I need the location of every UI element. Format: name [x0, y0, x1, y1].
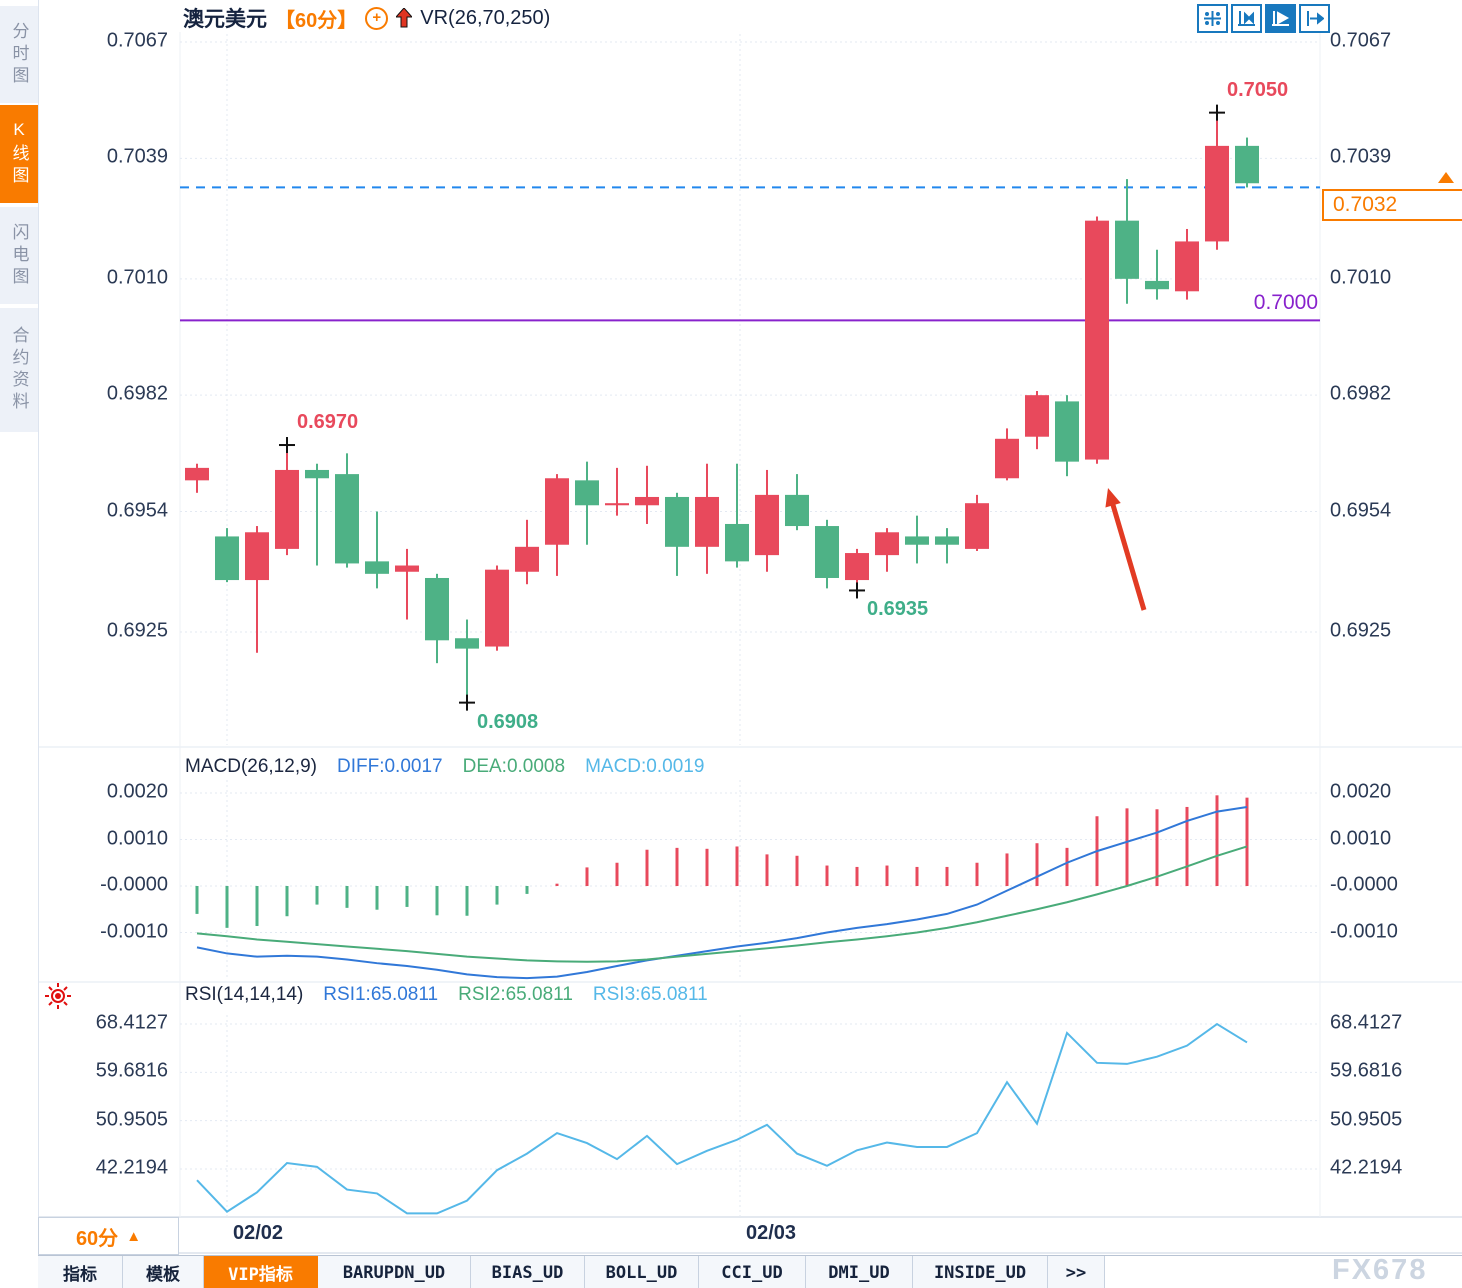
symbol-name: 澳元美元: [183, 8, 267, 31]
timeframe-selector[interactable]: 60分 ▲: [38, 1217, 179, 1255]
axis-tick-label: -0.0010: [1330, 919, 1398, 942]
axis-tick-label: 59.6816: [1330, 1059, 1403, 1082]
tab-bias-ud[interactable]: BIAS_UD: [471, 1256, 585, 1288]
chart-header: 澳元美元 【60分】 + VR(26,70,250): [183, 4, 550, 32]
sidebar-item-contract-info[interactable]: 合约资料: [0, 308, 38, 432]
caret-up-icon: ▲: [126, 1227, 142, 1245]
tab-inside-ud[interactable]: INSIDE_UD: [913, 1256, 1048, 1288]
price-annotation: 0.6935: [867, 598, 929, 621]
axis-tick-label: 0.7039: [1330, 145, 1392, 168]
tab-vip-indicators[interactable]: VIP指标: [204, 1256, 318, 1288]
pan-icon[interactable]: [1197, 4, 1228, 33]
axis-tick-label: 68.4127: [95, 1011, 168, 1034]
axis-tick-label: -0.0000: [1330, 873, 1398, 896]
axis-tick-label: 0.7010: [1330, 266, 1392, 289]
axis-tick-label: 59.6816: [95, 1059, 168, 1082]
axis-tick-label: 0.6982: [106, 382, 168, 405]
macd-diff-value: DIFF:0.0017: [337, 756, 443, 777]
rsi2-value: RSI2:65.0811: [458, 984, 573, 1005]
fit-axes-icon[interactable]: [1231, 4, 1262, 33]
add-indicator-icon[interactable]: +: [365, 6, 389, 30]
tab-more[interactable]: >>: [1048, 1256, 1105, 1288]
rsi3-value: RSI3:65.0811: [592, 984, 708, 1005]
sidebar-item-timeline-chart[interactable]: 分时图: [0, 6, 38, 103]
tab-barupdn-ud[interactable]: BARUPDN_UD: [318, 1256, 471, 1288]
up-arrow-icon: [396, 8, 413, 28]
price-annotation: 0.6908: [477, 710, 539, 733]
axis-tick-label: 0.0020: [1330, 780, 1392, 803]
axis-tick-label: 0.6925: [1330, 619, 1392, 642]
axis-tick-label: 0.0020: [106, 780, 168, 803]
axis-tick-label: 0.7039: [106, 145, 168, 168]
macd-panel-header: MACD(26,12,9) DIFF:0.0017 DEA:0.0008 MAC…: [185, 756, 704, 778]
axis-tick-label: 0.0010: [1330, 826, 1392, 849]
tab-dmi-ud[interactable]: DMI_UD: [806, 1256, 913, 1288]
rsi-indicator-name: RSI(14,14,14): [185, 984, 304, 1005]
shift-right-icon[interactable]: [1299, 4, 1330, 33]
axis-tick-label: 0.6982: [1330, 382, 1392, 405]
chart-toolbar: [1197, 4, 1330, 33]
axis-tick-label: 0.0010: [106, 826, 168, 849]
axis-tick-label: 50.9505: [95, 1107, 168, 1130]
x-axis-date-label: 02/03: [746, 1222, 797, 1244]
macd-dea-value: DEA:0.0008: [462, 756, 566, 777]
watermark: FX678: [1332, 1254, 1428, 1286]
macd-indicator-name: MACD(26,12,9): [185, 756, 317, 777]
macd-macd-value: MACD:0.0019: [585, 756, 705, 777]
axis-tick-label: 42.2194: [1330, 1156, 1403, 1179]
axis-tick-label: 0.7067: [1330, 29, 1392, 52]
timeframe-value: 60分: [75, 1227, 119, 1250]
axis-tick-label: 42.2194: [95, 1156, 168, 1179]
axis-tick-label: 50.9505: [1330, 1107, 1403, 1130]
rsi-panel-header: RSI(14,14,14) RSI1:65.0811 RSI2:65.0811 …: [185, 984, 708, 1006]
price-annotation: 0.7050: [1227, 78, 1289, 101]
sidebar-item-flash-chart[interactable]: 闪电图: [0, 207, 38, 304]
tab-boll-ud[interactable]: BOLL_UD: [585, 1256, 699, 1288]
axis-tick-label: 68.4127: [1330, 1011, 1403, 1034]
tab-templates[interactable]: 模板: [123, 1256, 204, 1288]
x-axis-date-label: 02/02: [233, 1222, 284, 1244]
axis-tick-label: 0.7010: [106, 266, 168, 289]
axis-tick-label: 0.6925: [106, 619, 168, 642]
auto-scroll-icon[interactable]: [1265, 4, 1296, 33]
price-up-caret-icon: [1438, 172, 1454, 183]
sidebar-item-kline-chart[interactable]: K线图: [0, 105, 38, 203]
indicator-tab-bar: 指标 模板 VIP指标 BARUPDN_UD BIAS_UD BOLL_UD C…: [38, 1255, 1462, 1288]
axis-tick-label: 0.7067: [106, 29, 168, 52]
axis-tick-label: -0.0010: [100, 919, 168, 942]
x-axis: 02/02 02/03: [0, 1222, 1462, 1252]
price-annotation: 0.6970: [297, 411, 359, 434]
rsi1-value: RSI1:65.0811: [323, 984, 439, 1005]
current-price-tag: 0.7032: [1322, 189, 1462, 221]
indicator-settings-icon[interactable]: [44, 982, 72, 1015]
axis-tick-label: 0.6954: [106, 498, 168, 521]
axis-tick-label: -0.0000: [100, 873, 168, 896]
tab-cci-ud[interactable]: CCI_UD: [699, 1256, 806, 1288]
axis-tick-label: 0.6954: [1330, 498, 1392, 521]
timeframe-label: 【60分】: [275, 9, 358, 32]
support-price-label: 0.7000: [1253, 291, 1318, 314]
indicator-label: VR(26,70,250): [420, 6, 551, 29]
y-axis-right: 0.7067 0.7039 0.7010 0.6982 0.6954 0.6925 0.00…: [1320, 0, 1462, 1288]
sidebar: 分时图 K线图 闪电图 合约资料: [0, 0, 39, 1288]
y-axis-left: 0.7067 0.7039 0.7010 0.6982 0.6954 0.6925 0.00…: [0, 0, 176, 1288]
tab-indicators[interactable]: 指标: [38, 1256, 123, 1288]
